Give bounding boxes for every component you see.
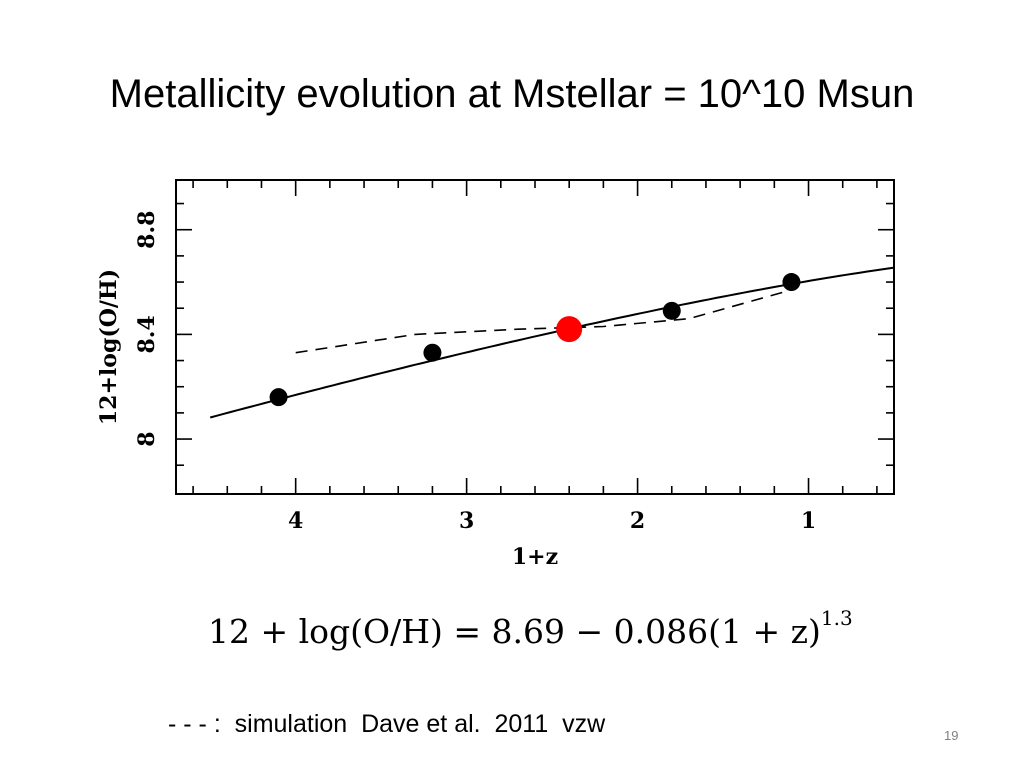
footnote: - - - : simulation Dave et al. 2011 vzw: [168, 710, 606, 738]
data-point: [782, 273, 801, 292]
formula-exponent: 1.3: [820, 606, 853, 630]
highlight-point: [556, 316, 583, 343]
chart: 4 3 2 1 8 8.4 8.8 1+z 12+log(O/H): [96, 179, 895, 570]
x-tick-label: 3: [459, 508, 474, 534]
x-axis-label: 1+z: [512, 544, 558, 570]
data-point: [423, 343, 442, 362]
simulation-dashed-line: [295, 289, 792, 354]
data-point: [269, 388, 288, 407]
x-tick-labels: 4 3 2 1: [288, 508, 816, 534]
formula-lhs: 12 + log(O/H): [208, 612, 443, 651]
slide-title: Metallicity evolution at Mstellar = 10^1…: [109, 72, 915, 116]
data-points: [269, 273, 801, 407]
y-tick-label: 8.8: [134, 211, 160, 249]
page-number: 19: [944, 728, 959, 743]
y-tick-label: 8.4: [134, 315, 160, 353]
x-tick-label: 4: [288, 508, 303, 534]
plot-frame: [175, 179, 895, 495]
x-tick-label: 2: [630, 508, 645, 534]
y-axis-label: 12+log(O/H): [96, 269, 122, 425]
formula-rhs: 8.69 − 0.086(1 + z): [491, 612, 821, 651]
x-tick-label: 1: [801, 508, 816, 534]
y-tick-label: 8: [134, 431, 160, 446]
data-point: [662, 301, 681, 320]
y-tick-labels: 8 8.4 8.8: [134, 211, 160, 447]
formula: 12 + log(O/H) = 8.69 − 0.086(1 + z)1.3: [208, 606, 853, 651]
fit-curve: [209, 266, 895, 419]
axis-ticks: [176, 180, 894, 494]
formula-equals: =: [442, 612, 492, 651]
